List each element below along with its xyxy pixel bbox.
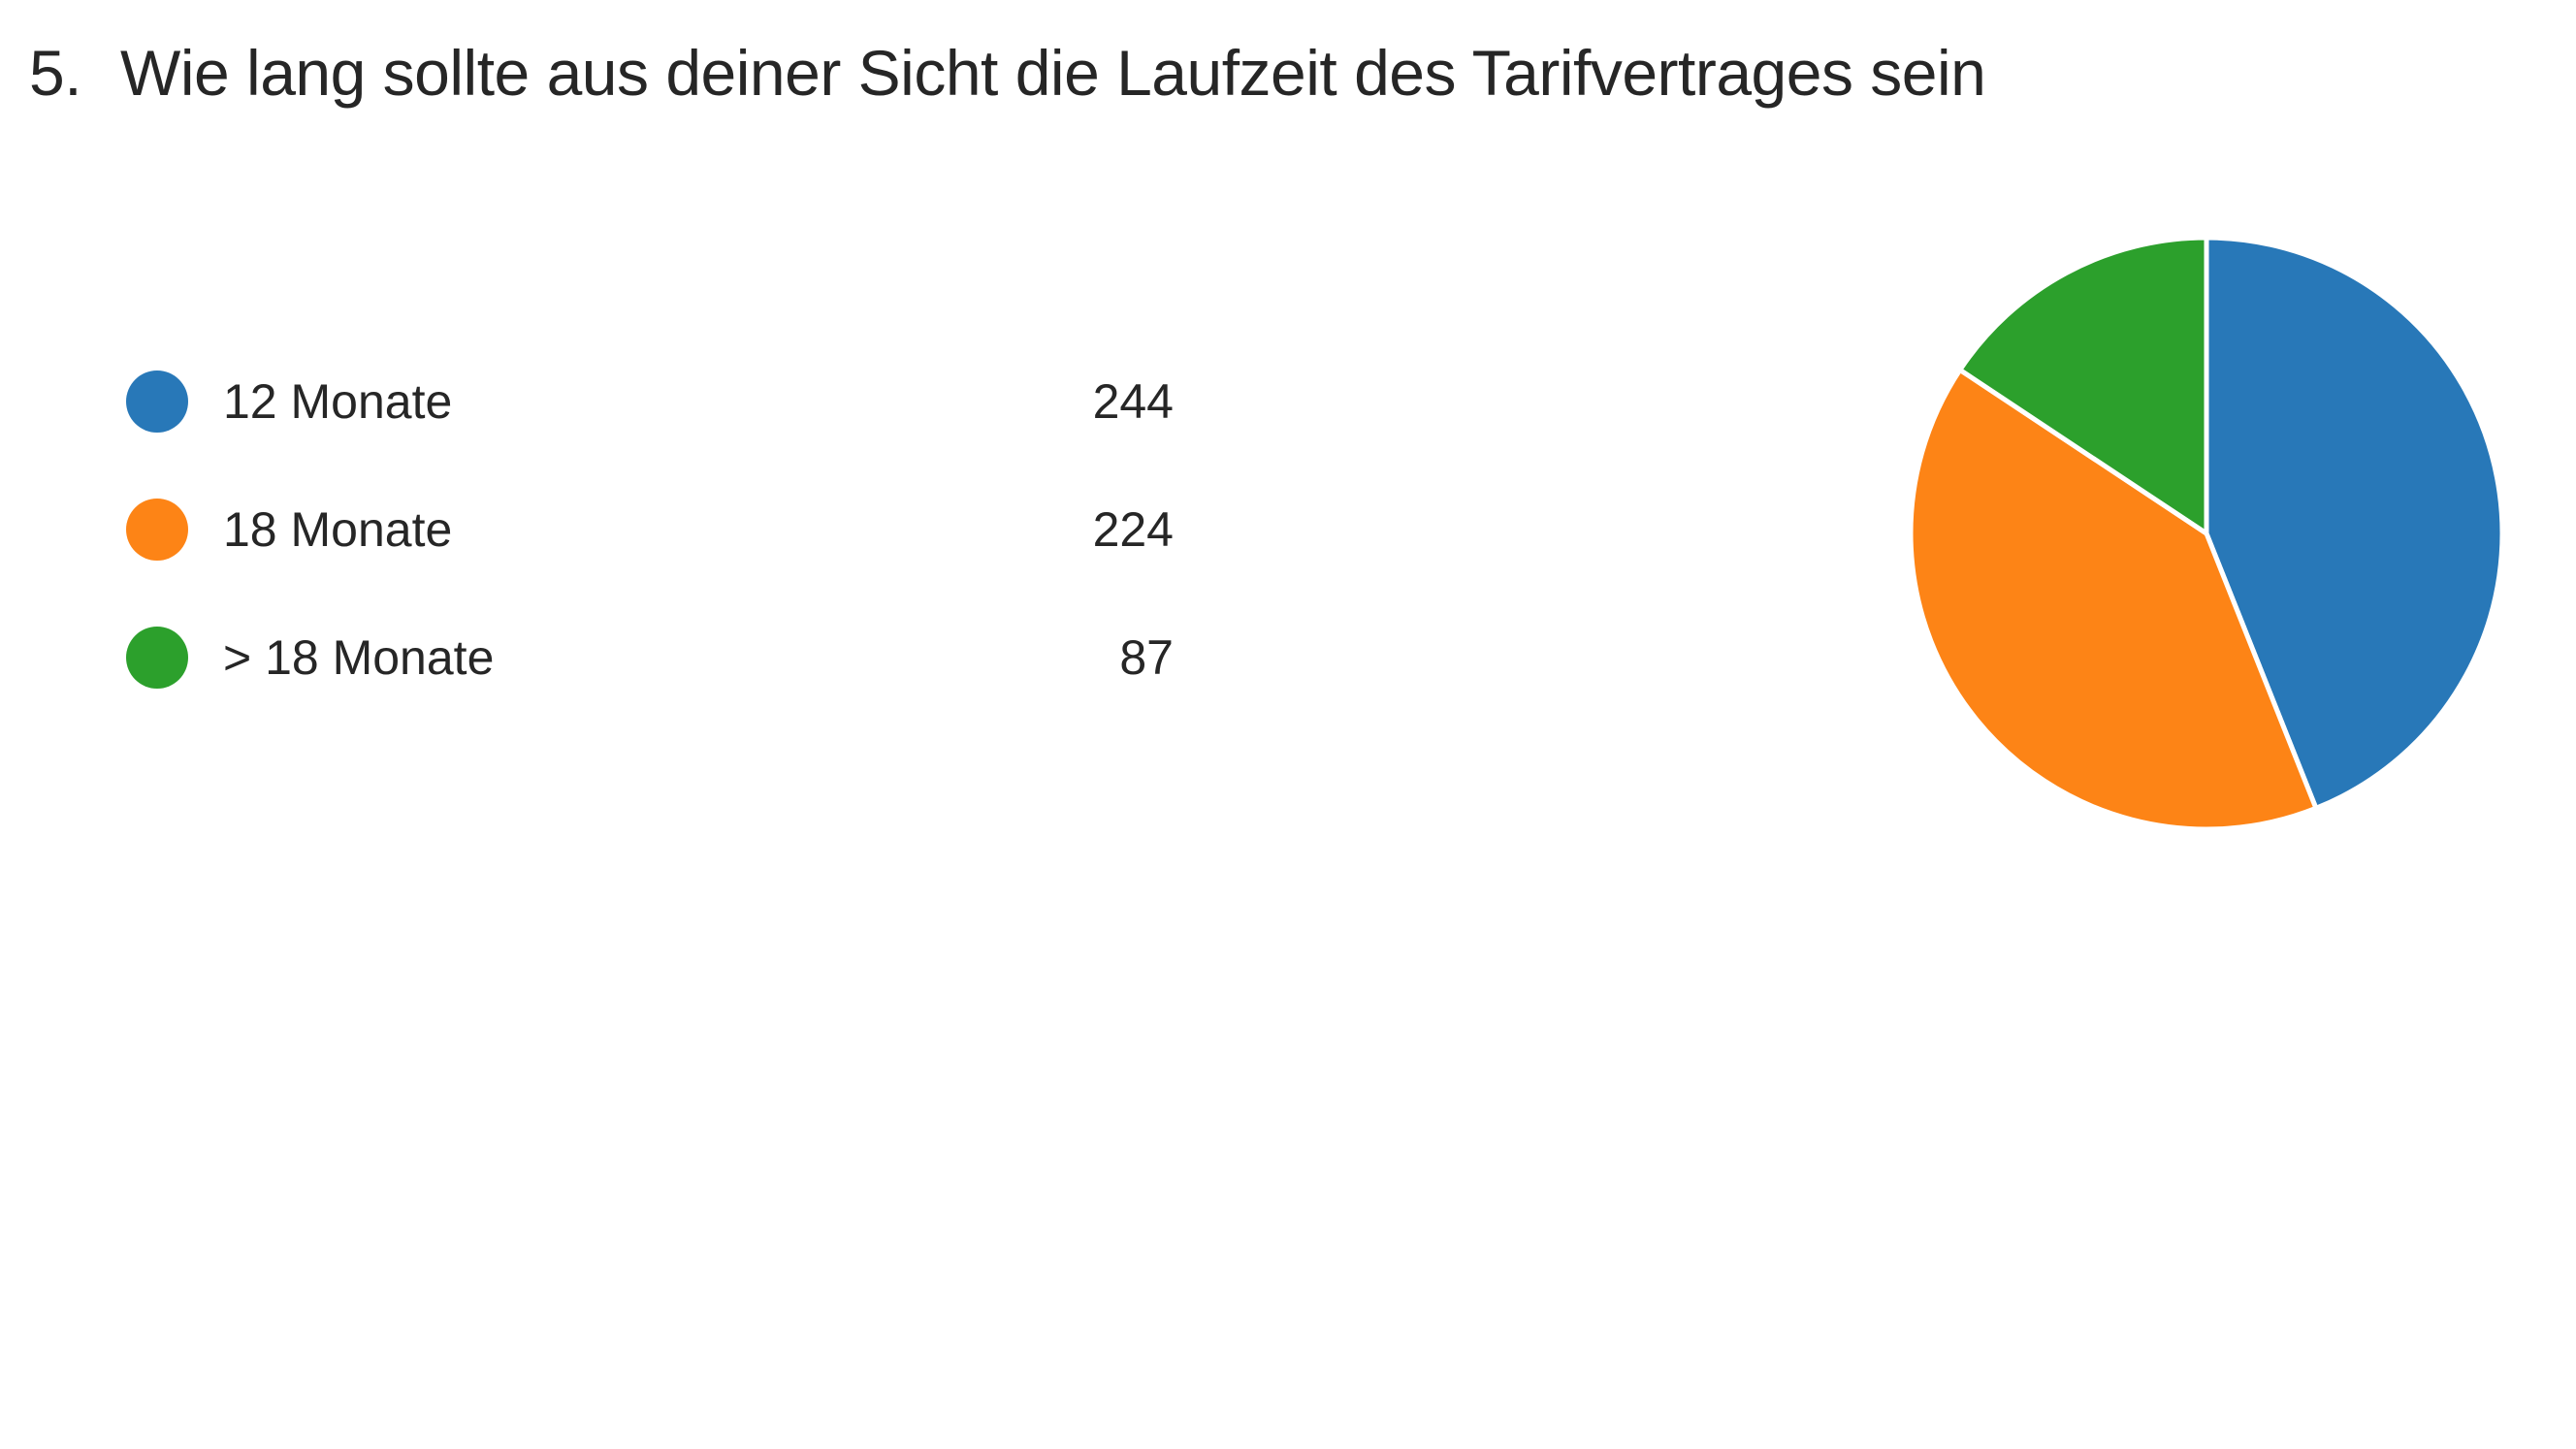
legend-dot-over-18-monate bbox=[126, 627, 188, 689]
legend-label-12-monate: 12 Monate bbox=[223, 374, 453, 429]
pie-chart-svg bbox=[1908, 235, 2505, 832]
question-number: 5. bbox=[29, 37, 82, 109]
legend-count-12-monate: 244 bbox=[1092, 374, 1174, 429]
legend-item-12-monate: 12 Monate 244 bbox=[126, 359, 1174, 487]
pie-slice-over-18-monate bbox=[1957, 235, 2209, 536]
pie-slice-12-monate bbox=[2204, 235, 2505, 811]
legend-label-18-monate: 18 Monate bbox=[223, 502, 453, 557]
legend-item-over-18-monate: > 18 Monate 87 bbox=[126, 615, 1174, 743]
legend-dot-12-monate bbox=[126, 370, 188, 433]
pie-slice-18-monate bbox=[1908, 367, 2319, 832]
question-text: Wie lang sollte aus deiner Sicht die Lau… bbox=[120, 37, 1986, 109]
pie-chart bbox=[1901, 228, 2512, 839]
legend-count-18-monate: 224 bbox=[1092, 502, 1174, 557]
question-title: 5. Wie lang sollte aus deiner Sicht die L… bbox=[29, 29, 1986, 116]
legend-item-18-monate: 18 Monate 224 bbox=[126, 487, 1174, 615]
legend: 12 Monate 244 18 Monate 224 > 18 Monate … bbox=[126, 359, 1174, 743]
legend-count-over-18-monate: 87 bbox=[1119, 630, 1174, 685]
legend-dot-18-monate bbox=[126, 499, 188, 561]
legend-label-over-18-monate: > 18 Monate bbox=[223, 630, 495, 685]
